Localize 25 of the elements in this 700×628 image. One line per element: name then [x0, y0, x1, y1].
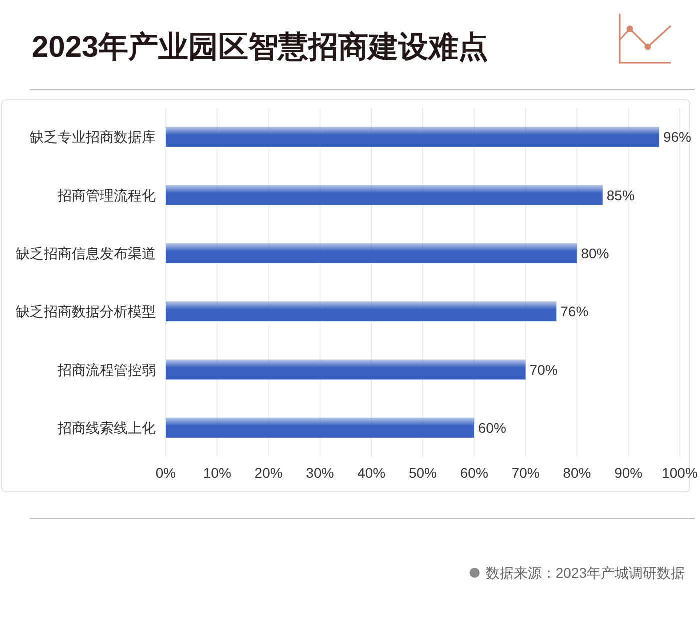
x-tick-label: 70% — [512, 465, 540, 481]
category-label: 招商管理流程化 — [58, 187, 156, 204]
data-label: 96% — [663, 129, 692, 146]
data-label: 76% — [560, 304, 589, 320]
category-label: 缺乏招商信息发布渠道 — [16, 245, 156, 262]
title: 2023年产业园区智慧招商建设难点 — [32, 31, 489, 64]
data-label: 80% — [581, 245, 610, 262]
x-tick-label: 10% — [203, 465, 232, 481]
x-tick-label: 40% — [358, 465, 386, 481]
category-label: 招商流程管控弱 — [58, 362, 156, 378]
x-tick-label: 80% — [563, 465, 592, 481]
x-tick-label: 20% — [254, 465, 283, 481]
category-label: 缺乏招商数据分析模型 — [16, 304, 156, 320]
data-label: 60% — [478, 420, 506, 436]
data-label: 85% — [606, 187, 635, 204]
category-label: 缺乏专业招商数据库 — [30, 129, 156, 146]
x-tick-label: 0% — [156, 465, 176, 481]
x-tick-label: 100% — [662, 465, 698, 481]
x-tick-label: 30% — [306, 465, 334, 481]
data-label: 70% — [530, 362, 558, 378]
x-tick-label: 90% — [614, 465, 643, 481]
category-label: 招商线索线上化 — [58, 420, 156, 436]
x-tick-label: 60% — [460, 465, 488, 481]
x-tick-label: 50% — [408, 465, 438, 481]
annotation: 数据来源：2023年产城调研数据 — [486, 565, 685, 581]
